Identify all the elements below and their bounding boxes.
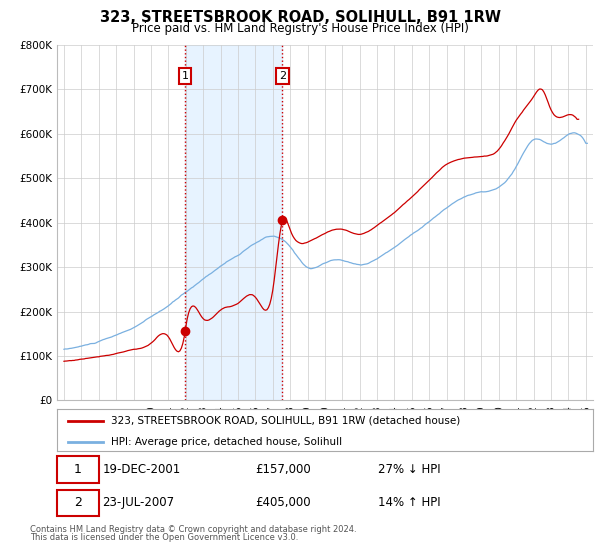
Text: This data is licensed under the Open Government Licence v3.0.: This data is licensed under the Open Gov… <box>30 533 298 542</box>
Text: 1: 1 <box>182 71 189 81</box>
Text: 27% ↓ HPI: 27% ↓ HPI <box>379 463 441 476</box>
Text: HPI: Average price, detached house, Solihull: HPI: Average price, detached house, Soli… <box>110 437 342 446</box>
Text: Price paid vs. HM Land Registry's House Price Index (HPI): Price paid vs. HM Land Registry's House … <box>131 22 469 35</box>
Bar <box>185 45 282 400</box>
Text: £405,000: £405,000 <box>255 496 311 510</box>
Text: 323, STREETSBROOK ROAD, SOLIHULL, B91 1RW (detached house): 323, STREETSBROOK ROAD, SOLIHULL, B91 1R… <box>110 416 460 426</box>
Text: Contains HM Land Registry data © Crown copyright and database right 2024.: Contains HM Land Registry data © Crown c… <box>30 525 356 534</box>
Text: 1: 1 <box>74 463 82 476</box>
FancyBboxPatch shape <box>57 489 99 516</box>
FancyBboxPatch shape <box>57 456 99 483</box>
Text: 323, STREETSBROOK ROAD, SOLIHULL, B91 1RW: 323, STREETSBROOK ROAD, SOLIHULL, B91 1R… <box>100 10 500 25</box>
Text: 14% ↑ HPI: 14% ↑ HPI <box>379 496 441 510</box>
Text: 2: 2 <box>74 496 82 510</box>
Text: 23-JUL-2007: 23-JUL-2007 <box>103 496 175 510</box>
Text: 19-DEC-2001: 19-DEC-2001 <box>103 463 181 476</box>
Text: £157,000: £157,000 <box>255 463 311 476</box>
Text: 2: 2 <box>279 71 286 81</box>
